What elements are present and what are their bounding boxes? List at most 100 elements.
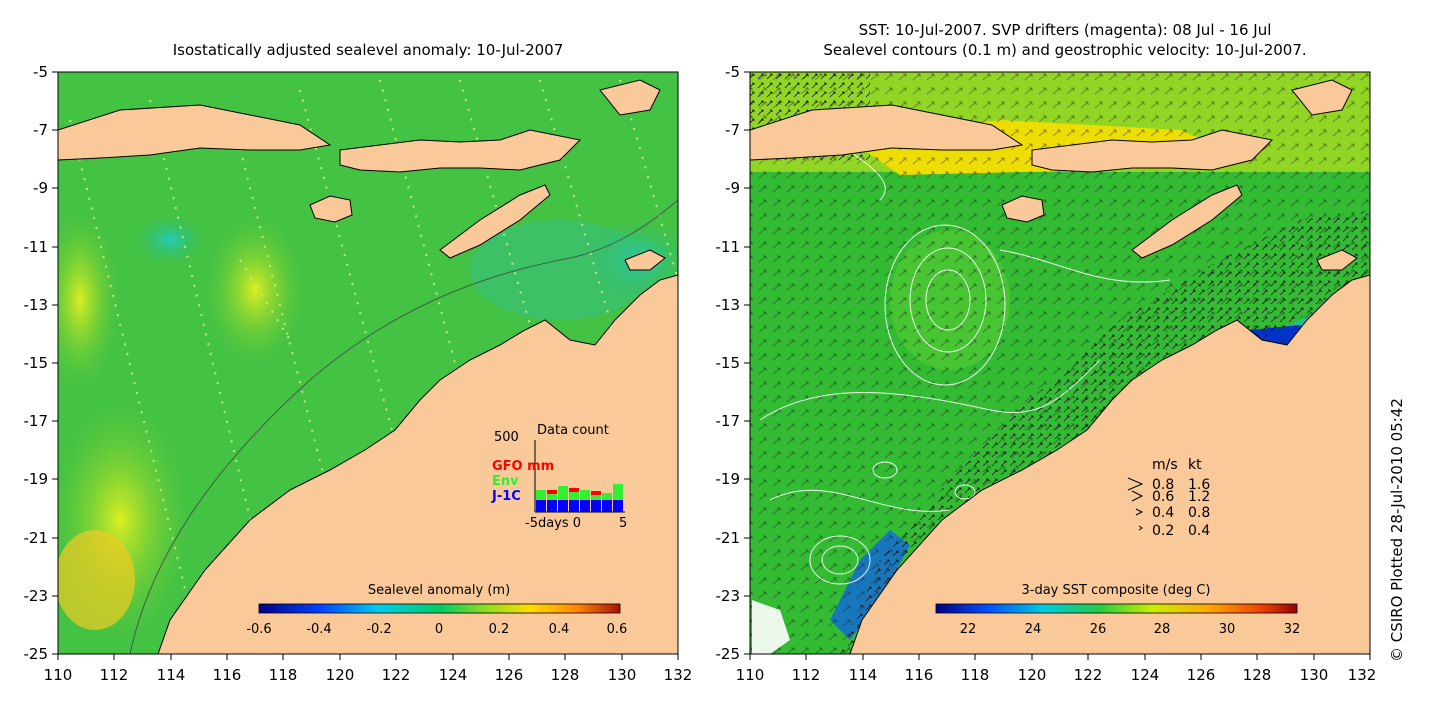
right-x-tick: 126 bbox=[1187, 666, 1216, 684]
left-lesser-sunda-land bbox=[339, 129, 582, 173]
sla-colorbar-tick: 0.6 bbox=[607, 622, 628, 637]
left-sumba-land bbox=[309, 195, 353, 223]
right-x-tick: 124 bbox=[1131, 666, 1160, 684]
sst-colorbar-title: 3-day SST composite (deg C) bbox=[1021, 583, 1210, 598]
left-satellite-tracks bbox=[69, 79, 678, 651]
csiro-credit: © CSIRO Plotted 28-Jul-2010 05:42 bbox=[1388, 398, 1406, 662]
velocity-legend-kt: 0.8 bbox=[1188, 505, 1210, 521]
sst-colorbar-tick: 24 bbox=[1025, 622, 1042, 637]
sst-colorbar: 3-day SST composite (deg C) 22 24 26 28 … bbox=[935, 583, 1301, 637]
data-count-max-label: 500 bbox=[494, 430, 519, 445]
velocity-legend-ms-header: m/s bbox=[1152, 457, 1178, 473]
right-timor-land bbox=[1131, 184, 1243, 259]
sst-colorbar-tick: 32 bbox=[1284, 622, 1301, 637]
right-y-tick-labels: -5 -7 -9 -11 -13 -15 -17 -19 -21 -23 -25 bbox=[716, 63, 741, 663]
legend-env: Env bbox=[492, 474, 519, 489]
left-y-tick: -19 bbox=[24, 470, 49, 488]
velocity-legend-ms: 0.2 bbox=[1152, 523, 1174, 539]
left-positive-anomaly bbox=[205, 215, 305, 365]
velocity-arrow-small bbox=[1135, 508, 1144, 516]
left-axis-ticks bbox=[52, 71, 679, 660]
velocity-arrow-tiny bbox=[1138, 525, 1143, 531]
left-north-island bbox=[599, 79, 661, 116]
right-y-tick: -7 bbox=[725, 121, 740, 139]
sst-colorbar-tick: 30 bbox=[1219, 622, 1236, 637]
velocity-legend: m/s kt 0.8 1.6 0.6 1.2 0.4 0.8 0.2 0.4 bbox=[1127, 457, 1210, 539]
left-x-tick: 124 bbox=[439, 666, 468, 684]
right-map-title-line2: Sealevel contours (0.1 m) and geostrophi… bbox=[823, 41, 1307, 59]
data-count-bars bbox=[536, 484, 623, 512]
velocity-legend-kt: 0.4 bbox=[1188, 523, 1210, 539]
velocity-legend-ms: 0.4 bbox=[1152, 505, 1174, 521]
sst-colorbar-tick: 22 bbox=[960, 622, 977, 637]
right-y-tick: -23 bbox=[716, 587, 741, 605]
right-y-tick: -19 bbox=[716, 470, 741, 488]
sla-colorbar-tick: 0.4 bbox=[549, 622, 570, 637]
right-java-land bbox=[750, 104, 1024, 161]
left-y-tick-labels: -5 -7 -9 -11 -13 -15 -17 -19 -21 -23 -25 bbox=[24, 63, 49, 663]
left-x-tick: 116 bbox=[213, 666, 242, 684]
left-y-tick: -23 bbox=[24, 587, 49, 605]
right-x-tick: 118 bbox=[961, 666, 990, 684]
right-australia-land bbox=[849, 274, 1370, 654]
left-high-anomaly bbox=[58, 530, 135, 630]
left-anomaly-west bbox=[58, 210, 120, 390]
left-x-tick-labels: 110 112 114 116 118 120 122 124 126 128 … bbox=[44, 666, 693, 684]
right-x-tick: 114 bbox=[849, 666, 878, 684]
right-x-tick: 128 bbox=[1243, 666, 1272, 684]
left-y-tick: -15 bbox=[24, 354, 49, 372]
left-x-tick: 118 bbox=[269, 666, 298, 684]
left-y-tick: -21 bbox=[24, 529, 49, 547]
left-x-tick: 128 bbox=[551, 666, 580, 684]
velocity-legend-ms: 0.8 bbox=[1152, 477, 1174, 493]
left-shelf-anomaly bbox=[470, 220, 650, 320]
left-y-tick: -11 bbox=[24, 238, 49, 256]
sla-colorbar: Sealevel anomaly (m) -0.6 -0.4 -0.2 0 0.… bbox=[246, 583, 627, 637]
velocity-legend-kt-header: kt bbox=[1188, 457, 1202, 473]
left-map-title: Isostatically adjusted sealevel anomaly:… bbox=[172, 41, 564, 59]
left-x-tick: 112 bbox=[100, 666, 129, 684]
left-x-tick: 132 bbox=[664, 666, 693, 684]
left-x-tick: 130 bbox=[608, 666, 637, 684]
data-count-x-end: 5 bbox=[619, 516, 627, 531]
right-sumba-land bbox=[1001, 195, 1045, 223]
sla-colorbar-tick: -0.2 bbox=[366, 622, 391, 637]
velocity-legend-kt: 1.2 bbox=[1188, 489, 1210, 505]
left-y-tick: -7 bbox=[33, 121, 48, 139]
legend-gfo: GFO mm bbox=[492, 459, 554, 474]
left-isobath bbox=[129, 199, 678, 654]
left-y-tick: -5 bbox=[33, 63, 48, 81]
right-east-island bbox=[1316, 249, 1358, 271]
data-count-title: Data count bbox=[537, 423, 609, 438]
sla-colorbar-tick: -0.4 bbox=[306, 622, 331, 637]
right-y-tick: -21 bbox=[716, 529, 741, 547]
sla-colorbar-tick: 0.2 bbox=[489, 622, 510, 637]
left-y-tick: -13 bbox=[24, 296, 49, 314]
left-x-tick: 120 bbox=[326, 666, 355, 684]
left-x-tick: 110 bbox=[44, 666, 73, 684]
left-timor-land bbox=[439, 184, 551, 259]
velocity-arrow-medium bbox=[1131, 490, 1144, 502]
right-x-tick: 110 bbox=[736, 666, 765, 684]
sst-colorbar-gradient bbox=[935, 603, 1298, 614]
sla-colorbar-tick: -0.6 bbox=[246, 622, 271, 637]
right-y-tick: -11 bbox=[716, 238, 741, 256]
left-map[interactable] bbox=[40, 72, 690, 654]
data-count-inset: Data count 500 GFO mm Env J-1C -5days 0 … bbox=[491, 423, 627, 531]
left-negative-anomaly bbox=[135, 215, 205, 265]
sst-colorbar-tick: 28 bbox=[1154, 622, 1171, 637]
left-java-land bbox=[58, 104, 332, 161]
right-cloud-patch bbox=[752, 600, 790, 654]
left-x-tick: 114 bbox=[157, 666, 186, 684]
right-y-tick: -13 bbox=[716, 296, 741, 314]
velocity-arrow-large bbox=[1127, 477, 1144, 491]
left-y-tick: -25 bbox=[24, 645, 49, 663]
right-x-tick: 122 bbox=[1074, 666, 1103, 684]
right-map[interactable] bbox=[750, 72, 1370, 654]
right-north-island bbox=[1291, 79, 1353, 116]
right-y-tick: -5 bbox=[725, 63, 740, 81]
sst-colorbar-tick: 26 bbox=[1090, 622, 1107, 637]
left-x-tick: 122 bbox=[382, 666, 411, 684]
right-y-tick: -25 bbox=[716, 645, 741, 663]
